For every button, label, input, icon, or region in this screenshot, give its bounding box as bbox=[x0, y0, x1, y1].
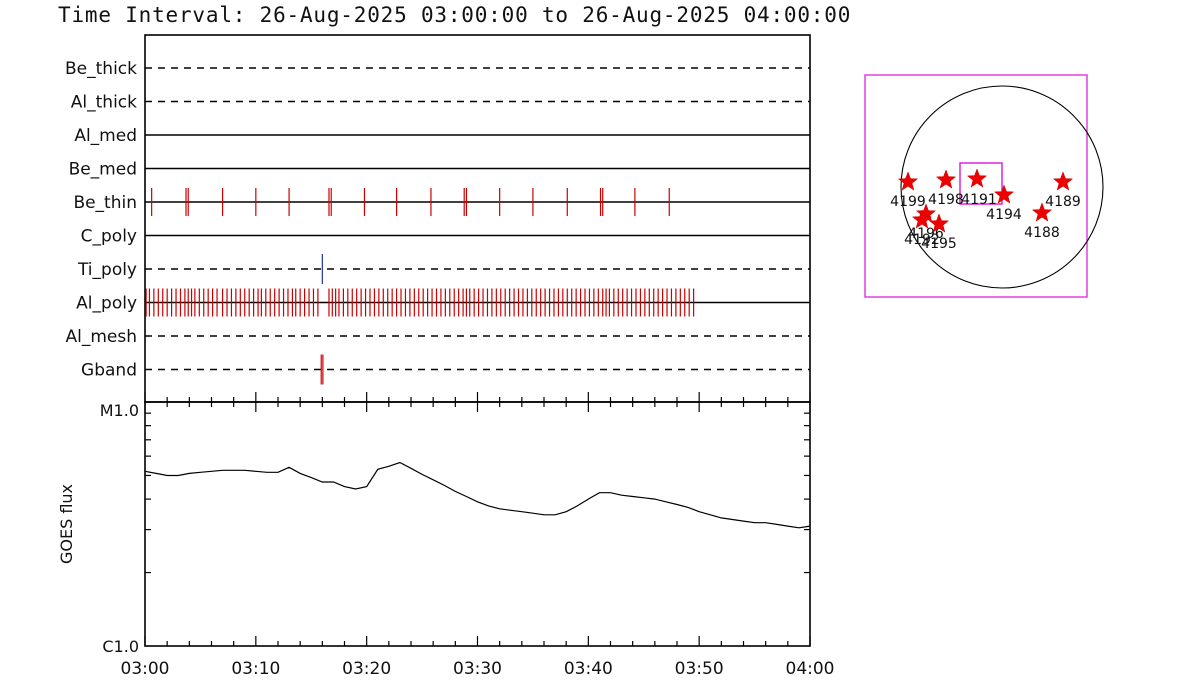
row-label: C_poly bbox=[81, 227, 137, 247]
timeline-row-al-poly: Al_poly bbox=[76, 288, 810, 317]
active-region-star bbox=[966, 168, 988, 188]
active-region-label: 4191 bbox=[961, 192, 997, 208]
x-tick-label: 03:50 bbox=[675, 659, 724, 679]
active-region-star bbox=[993, 184, 1015, 204]
timeline-row-al-thick: Al_thick bbox=[71, 93, 810, 113]
row-label: Be_thin bbox=[73, 193, 137, 213]
active-region-star bbox=[1031, 202, 1053, 222]
chart-title: Time Interval: 26-Aug-2025 03:00:00 to 2… bbox=[58, 3, 852, 27]
active-region-star bbox=[897, 171, 919, 191]
map-frame bbox=[864, 74, 1088, 298]
active-region-star bbox=[1052, 171, 1074, 191]
row-label: Al_thick bbox=[71, 93, 137, 113]
row-label: Ti_poly bbox=[77, 260, 137, 280]
active-region-label: 4188 bbox=[1024, 225, 1060, 241]
solar-disk-limb bbox=[900, 85, 1104, 289]
timeline-row-gband: Gband bbox=[81, 354, 810, 385]
goes-frame bbox=[144, 401, 811, 647]
goes-flux-panel: 03:00 03:10 03:20 03:30 03:40 03:50 04:00 M1.0 C… bbox=[57, 392, 835, 679]
active-region-4192: 4192 bbox=[904, 209, 940, 248]
active-region-4195: 4195 bbox=[921, 213, 957, 252]
y-tick-label: M1.0 bbox=[100, 401, 139, 420]
active-region-4199: 4199 bbox=[890, 171, 926, 210]
timeline-row-al-med: Al_med bbox=[74, 126, 810, 146]
active-region-label: 4199 bbox=[890, 194, 926, 210]
x-tick-label: 03:30 bbox=[453, 659, 502, 679]
row-label: Be_med bbox=[69, 160, 137, 180]
row-label: Al_poly bbox=[76, 294, 137, 314]
active-region-star bbox=[928, 213, 950, 233]
y-axis-label: GOES flux bbox=[57, 484, 76, 564]
row-label: Al_mesh bbox=[65, 327, 137, 347]
active-region-4189: 4189 bbox=[1045, 171, 1081, 210]
active-region-4188: 4188 bbox=[1024, 202, 1060, 241]
goes-flux-line bbox=[144, 461, 811, 529]
row-label: Be_thick bbox=[65, 59, 137, 79]
active-region-label: 4198 bbox=[928, 192, 964, 208]
active-region-star bbox=[911, 209, 933, 229]
active-region-label: 4195 bbox=[921, 236, 957, 252]
x-tick-label: 03:10 bbox=[231, 659, 280, 679]
row-label: Al_med bbox=[74, 126, 137, 146]
x-tick-label: 04:00 bbox=[786, 659, 835, 679]
x-tick-label: 03:20 bbox=[342, 659, 391, 679]
timeline-row-be-med: Be_med bbox=[69, 160, 810, 180]
timeline-frame bbox=[144, 34, 811, 403]
instrument-timeline-panel: Be_thick Al_thick Al_med Be_med Be_thin C_pol… bbox=[65, 34, 811, 403]
timeline-row-c-poly: C_poly bbox=[81, 227, 810, 247]
timeline-row-be-thick: Be_thick bbox=[65, 59, 810, 79]
active-region-4191: 4191 bbox=[961, 168, 997, 208]
field-of-view-box bbox=[959, 162, 1003, 205]
active-region-star bbox=[935, 169, 957, 189]
timeline-row-be-thin: Be_thin bbox=[73, 188, 810, 216]
x-tick-label: 03:40 bbox=[564, 659, 613, 679]
active-region-label: 4192 bbox=[904, 232, 940, 248]
active-region-4198: 4198 bbox=[928, 169, 964, 208]
y-tick-label: C1.0 bbox=[102, 637, 139, 656]
x-tick-label: 03:00 bbox=[121, 659, 170, 679]
timeline-row-ti-poly: Ti_poly bbox=[77, 254, 810, 284]
active-region-label: 4189 bbox=[1045, 194, 1081, 210]
row-label: Gband bbox=[81, 361, 137, 381]
active-region-label: 4194 bbox=[986, 207, 1022, 223]
active-region-4194: 4194 bbox=[986, 184, 1022, 223]
timeline-row-al-mesh: Al_mesh bbox=[65, 327, 810, 347]
